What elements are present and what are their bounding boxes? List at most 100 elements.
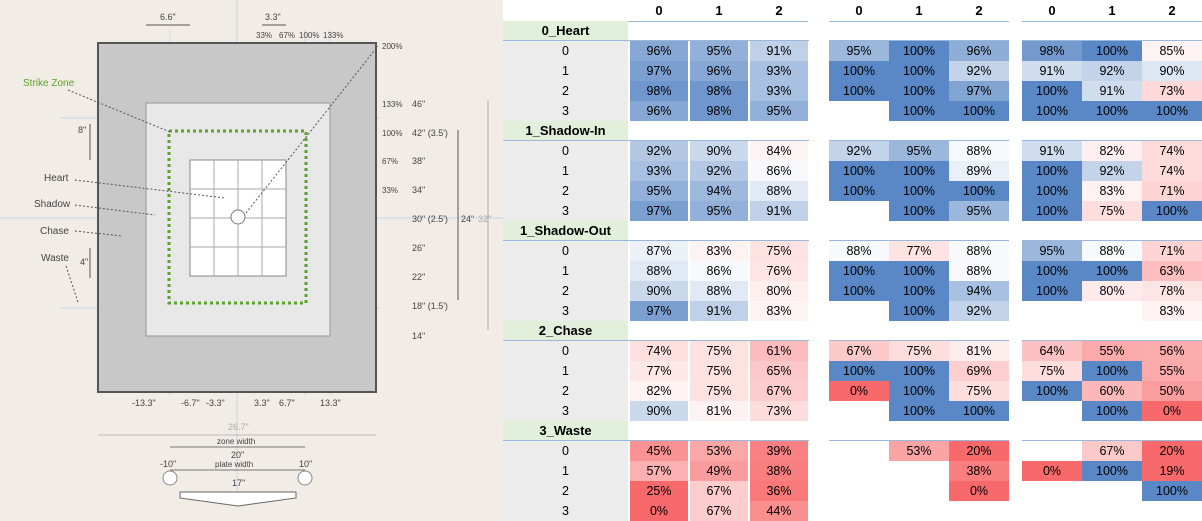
right-pct-33: 33% [382,186,398,195]
pct-cell: 100% [829,81,889,101]
pct-cell: 95% [690,41,748,61]
pct-cell [1022,441,1082,461]
pct-cell: 96% [690,61,748,81]
height-22: 22" [412,272,425,282]
column-header: 2 [975,3,983,18]
pct-cell: 74% [1142,141,1202,161]
pct-cell: 100% [889,381,949,401]
pct-cell: 86% [750,161,808,181]
bottom-dim-m6: -6.7" [181,398,200,408]
pct-cell: 82% [630,381,688,401]
ball-right-icon [297,470,313,486]
height-26: 26" [412,243,425,253]
pct-cell: 67% [690,501,748,521]
pct-cell: 100% [1082,361,1142,381]
pct-cell: 0% [1022,461,1082,481]
header-underline [1022,21,1202,22]
category-separator [503,440,809,441]
pct-cell: 100% [949,401,1009,421]
bottom-dim-13: 13.3" [320,398,341,408]
pct-cell: 82% [1082,141,1142,161]
pct-cell: 74% [630,341,688,361]
category-label: 1_Shadow-In [503,121,628,141]
pct-cell: 39% [750,441,808,461]
pct-cell: 100% [889,201,949,221]
pct-cell: 38% [949,461,1009,481]
pct-cell: 19% [1142,461,1202,481]
strike-zone-label: Strike Zone [23,78,75,89]
top-pct-33: 33% [256,31,272,40]
pct-cell: 77% [889,241,949,261]
category-label: 2_Chase [503,321,628,341]
top-pct-100: 100% [299,31,319,40]
row-label: 2 [503,81,628,101]
row-label: 3 [503,501,628,521]
pct-cell: 100% [949,181,1009,201]
pct-cell: 61% [750,341,808,361]
row-label: 1 [503,361,628,381]
heart-label: Heart [44,173,69,184]
category-separator [1022,240,1202,241]
ball-icon [230,209,246,225]
pct-cell: 95% [949,201,1009,221]
shadow-label: Shadow [34,199,71,210]
pct-cell: 84% [750,141,808,161]
pct-cell: 85% [1142,41,1202,61]
row-label: 3 [503,101,628,121]
pct-cell: 100% [1022,281,1082,301]
category-separator [1022,140,1202,141]
top-pct-67: 67% [279,31,295,40]
pct-cell: 53% [889,441,949,461]
bottom-dim-6: 6.7" [279,398,295,408]
pct-cell: 100% [889,181,949,201]
pct-cell: 75% [690,361,748,381]
pct-cell: 92% [690,161,748,181]
pct-cell: 100% [829,361,889,381]
home-plate-icon [179,491,297,507]
pct-cell: 53% [690,441,748,461]
pct-cell: 38% [750,461,808,481]
pct-cell: 90% [630,281,688,301]
row-label: 0 [503,41,628,61]
height-30: 30" (2.5') [412,214,448,224]
waste-label: Waste [41,253,69,264]
row-label: 1 [503,261,628,281]
left-dim-8: 8" [78,125,86,135]
pct-cell: 49% [690,461,748,481]
pct-cell: 65% [750,361,808,381]
pct-cell: 88% [949,241,1009,261]
pct-cell [1142,501,1202,521]
category-separator [829,240,1009,241]
pct-cell: 88% [829,241,889,261]
category-separator [829,140,1009,141]
column-header: 0 [1048,3,1056,18]
pct-cell: 92% [949,61,1009,81]
pct-cell: 95% [690,201,748,221]
chase-label: Chase [40,226,69,237]
pct-cell: 88% [690,281,748,301]
pct-cell: 100% [829,161,889,181]
pct-cell: 75% [690,341,748,361]
pct-cell [889,481,949,501]
top-pct-133: 133% [323,31,343,40]
pct-cell: 100% [889,41,949,61]
pct-cell: 75% [949,381,1009,401]
right-pct-100: 100% [382,129,402,138]
category-separator [503,140,809,141]
pct-cell [829,201,889,221]
zone-width-value: 20" [231,450,244,460]
pct-cell: 95% [889,141,949,161]
strike-zone-outline [167,129,308,305]
pct-cell: 80% [1082,281,1142,301]
pct-cell: 20% [949,441,1009,461]
pointer-lines [65,45,379,303]
row-label: 1 [503,461,628,481]
column-header: 0 [655,3,663,18]
pct-cell: 83% [690,241,748,261]
pct-cell: 92% [829,141,889,161]
row-label: 2 [503,281,628,301]
pct-cell: 100% [889,61,949,81]
pct-cell: 81% [949,341,1009,361]
pct-cell: 71% [1142,241,1202,261]
pct-cell: 100% [889,281,949,301]
